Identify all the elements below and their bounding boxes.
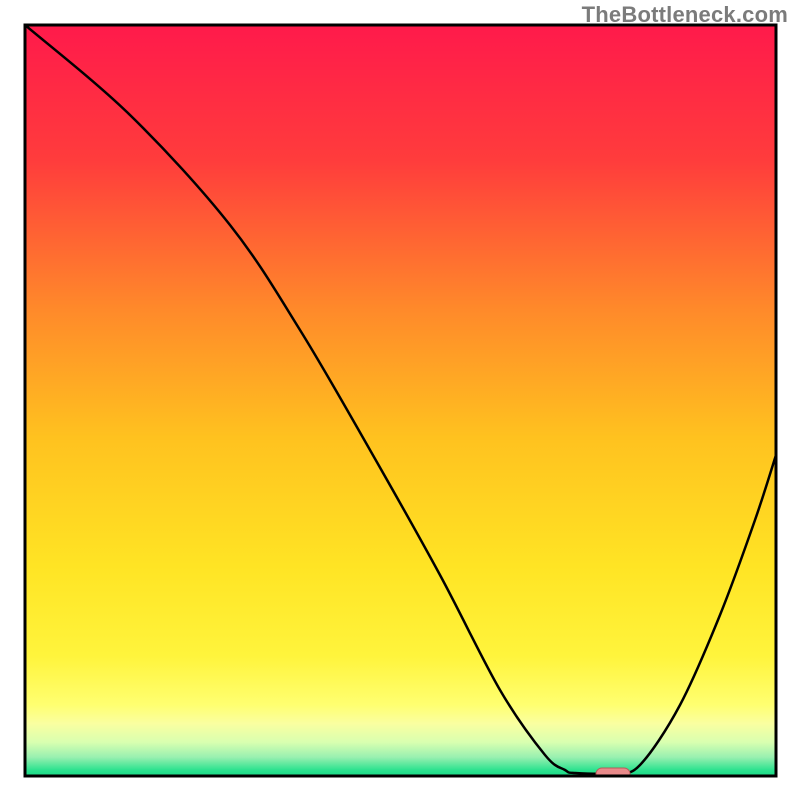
plot-gradient-background xyxy=(25,25,776,776)
chart-svg xyxy=(0,0,800,800)
chart-container: TheBottleneck.com xyxy=(0,0,800,800)
optimal-point-marker xyxy=(596,768,630,780)
watermark-text: TheBottleneck.com xyxy=(582,2,788,28)
